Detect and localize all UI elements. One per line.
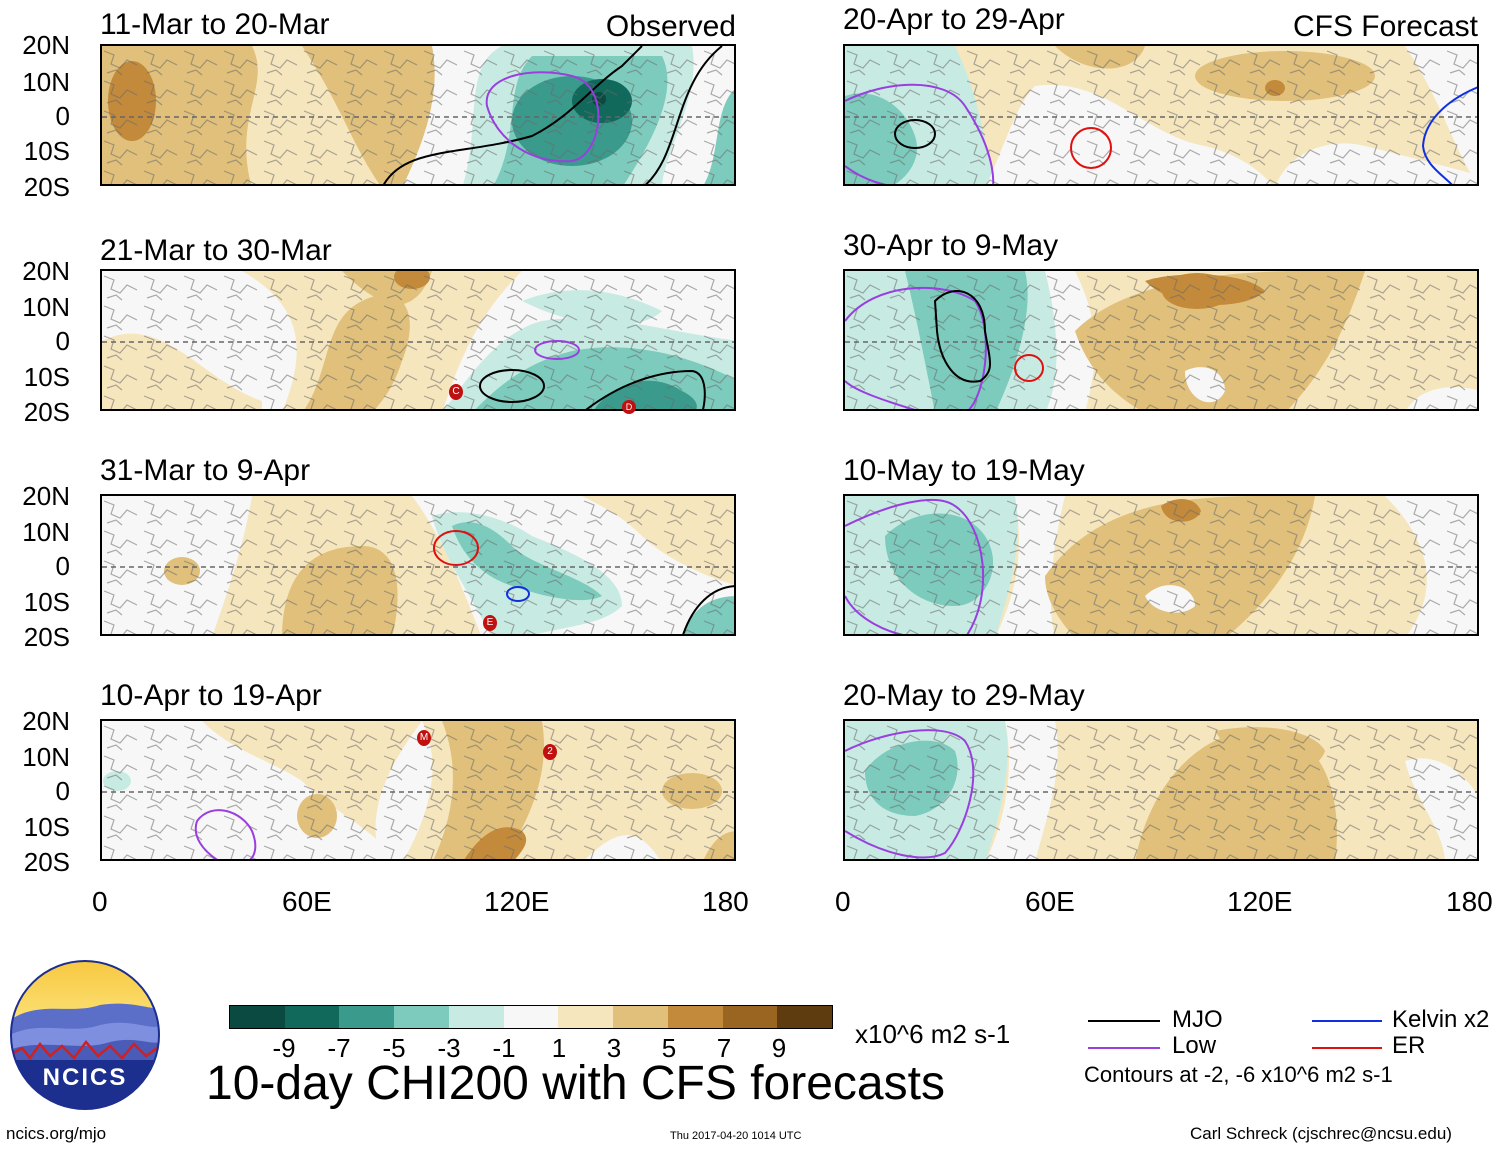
lat-label: 10S [23, 587, 70, 617]
panel-title-2: 21-Mar to 30-Mar [100, 234, 332, 267]
lat-label: 10N [22, 292, 70, 322]
colorbar-tick: 1 [551, 1033, 567, 1063]
lon-label: 120E [1227, 886, 1293, 917]
colorbar-swatch [722, 1006, 778, 1028]
lat-label: 10N [22, 67, 70, 97]
lat-label: 0 [55, 776, 70, 806]
lon-label: 60E [282, 886, 332, 917]
map-panel-7-plot [845, 496, 1477, 634]
map-panel-6 [843, 269, 1479, 411]
lon-label: 0 [835, 886, 851, 917]
lat-label: 10S [23, 812, 70, 842]
lat-label: 10N [22, 742, 70, 772]
map-panel-5-plot [845, 46, 1477, 184]
map-panel-1-plot [102, 46, 734, 184]
map-panel-8-plot [845, 721, 1477, 859]
legend-line-mjo [1088, 1020, 1160, 1022]
map-panel-8 [843, 719, 1479, 861]
lat-label: 20S [23, 622, 70, 652]
colorbar-swatch [230, 1006, 285, 1028]
colorbar [229, 1005, 833, 1029]
lat-label: 0 [55, 551, 70, 581]
lat-label: 10S [23, 362, 70, 392]
footer-timestamp: Thu 2017-04-20 1014 UTC [670, 1130, 802, 1142]
observed-label: Observed [605, 10, 736, 43]
cyclone-marker: E [483, 615, 497, 631]
legend-line-er [1312, 1047, 1382, 1049]
lat-label: 20N [22, 706, 70, 736]
colorbar-swatch [394, 1006, 449, 1028]
lat-label: 20N [22, 481, 70, 511]
map-panel-3 [100, 494, 736, 636]
colorbar-swatch [613, 1006, 668, 1028]
contour-note: Contours at -2, -6 x10^6 m2 s-1 [1084, 1062, 1393, 1087]
colorbar-tick: 3 [606, 1033, 622, 1063]
colorbar-swatch [448, 1006, 504, 1028]
panel-title-8: 20-May to 29-May [843, 679, 1085, 712]
cyclone-marker: D [622, 400, 636, 414]
lon-label: 180 [702, 886, 749, 917]
colorbar-tick: -1 [492, 1033, 516, 1063]
lat-label: 10S [23, 136, 70, 166]
colorbar-swatch [777, 1006, 833, 1028]
map-panel-5 [843, 44, 1479, 186]
map-panel-2 [100, 269, 736, 411]
legend-line-low [1088, 1047, 1160, 1049]
colorbar-units: x10^6 m2 s-1 [855, 1019, 1011, 1049]
map-panel-4-plot [102, 721, 734, 859]
legend-line-kelvin [1312, 1020, 1382, 1022]
map-panel-2-plot [102, 271, 734, 409]
panel-title-6: 30-Apr to 9-May [843, 229, 1059, 262]
cyclone-marker: 2 [543, 744, 557, 760]
lon-label: 60E [1025, 886, 1075, 917]
lat-label: 20S [23, 847, 70, 877]
colorbar-swatch [284, 1006, 340, 1028]
colorbar-tick: -3 [437, 1033, 461, 1063]
colorbar-tick: -9 [272, 1033, 296, 1063]
colorbar-swatch [667, 1006, 723, 1028]
legend-label-mjo: MJO [1172, 1006, 1223, 1033]
colorbar-tick: -5 [382, 1033, 406, 1063]
lat-label: 20S [23, 172, 70, 202]
colorbar-tick: 9 [771, 1033, 787, 1063]
lat-label: 10N [22, 517, 70, 547]
cyclone-marker: C [449, 384, 463, 400]
footer-url[interactable]: ncics.org/mjo [6, 1124, 107, 1143]
panel-title-7: 10-May to 19-May [843, 454, 1085, 487]
panel-title-1: 11-Mar to 20-Mar [100, 8, 330, 41]
panel-title-5: 20-Apr to 29-Apr [843, 3, 1065, 36]
lon-label: 120E [484, 886, 550, 917]
lat-label: 20N [22, 256, 70, 286]
lon-label: 180 [1446, 886, 1493, 917]
panel-title-4: 10-Apr to 19-Apr [100, 679, 322, 712]
map-panel-1 [100, 44, 736, 186]
legend-label-er: ER [1392, 1032, 1426, 1059]
map-panel-6-plot [845, 271, 1477, 409]
colorbar-tick: 7 [716, 1033, 732, 1063]
cfs-forecast-label: CFS Forecast [1292, 10, 1478, 43]
map-panel-7 [843, 494, 1479, 636]
legend-label-kelvin: Kelvin x2 [1392, 1006, 1490, 1033]
lat-label: 0 [55, 326, 70, 356]
colorbar-swatch [339, 1006, 395, 1028]
colorbar-swatch [503, 1006, 559, 1028]
map-panel-3-plot [102, 496, 734, 634]
footer-author: Carl Schreck (cjschrec@ncsu.edu) [1190, 1124, 1452, 1143]
lat-label: 20S [23, 397, 70, 427]
colorbar-swatch [558, 1006, 614, 1028]
colorbar-tick: -7 [327, 1033, 351, 1063]
logo-text: NCICS [42, 1064, 128, 1091]
panel-title-3: 31-Mar to 9-Apr [100, 454, 311, 487]
cyclone-marker: M [417, 730, 431, 746]
figure-title: 10-day CHI200 with CFS forecasts [206, 1057, 945, 1110]
lat-label: 0 [55, 101, 70, 131]
lon-label: 0 [92, 886, 108, 917]
colorbar-tick: 5 [661, 1033, 677, 1063]
lat-label: 20N [22, 30, 70, 60]
ncics-logo: NCICS [10, 960, 160, 1110]
legend-label-low: Low [1172, 1032, 1217, 1059]
